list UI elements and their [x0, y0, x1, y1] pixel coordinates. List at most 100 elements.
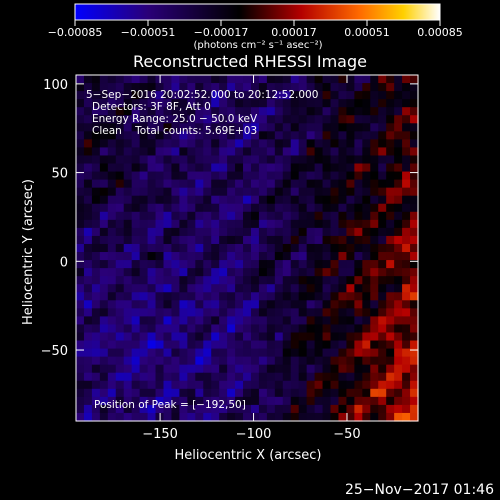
heatmap-cell	[282, 91, 292, 100]
heatmap-cell	[314, 91, 324, 100]
heatmap-cell	[394, 243, 403, 253]
heatmap-cell	[139, 348, 149, 358]
heatmap-cell	[354, 316, 363, 326]
heatmap-cell	[258, 131, 268, 140]
heatmap-cell	[298, 235, 308, 245]
heatmap-cell	[83, 107, 93, 116]
heatmap-cell	[227, 284, 236, 293]
heatmap-cell	[131, 396, 141, 406]
heatmap-cell	[235, 340, 244, 350]
heatmap-cell	[282, 171, 292, 181]
heatmap-cell	[131, 364, 141, 374]
heatmap-cell	[322, 139, 332, 149]
heatmap-cell	[314, 75, 324, 84]
heatmap-cell	[211, 404, 220, 414]
heatmap-cell	[219, 147, 228, 157]
heatmap-cell	[322, 211, 332, 221]
heatmap-cell	[378, 340, 387, 350]
heatmap-cell	[394, 260, 403, 269]
heatmap-cell	[139, 404, 149, 414]
heatmap-cell	[370, 99, 379, 108]
heatmap-cell	[76, 163, 85, 173]
heatmap-cell	[386, 404, 395, 414]
heatmap-cell	[266, 324, 276, 334]
heatmap-cell	[322, 316, 332, 326]
heatmap-cell	[147, 123, 157, 132]
heatmap-cell	[258, 292, 268, 301]
heatmap-cell	[227, 260, 236, 269]
heatmap-cell	[203, 380, 212, 390]
heatmap-cell	[378, 380, 387, 390]
heatmap-cell	[338, 99, 348, 108]
heatmap-cell	[76, 107, 85, 116]
heatmap-cell	[394, 308, 403, 317]
heatmap-cell	[219, 235, 228, 245]
heatmap-cell	[298, 131, 308, 140]
heatmap-cell	[195, 396, 204, 406]
heatmap-cell	[243, 147, 252, 157]
heatmap-cell	[203, 187, 212, 197]
heatmap-cell	[91, 348, 101, 358]
heatmap-cell	[171, 163, 180, 173]
heatmap-cell	[139, 308, 149, 317]
heatmap-cell	[131, 99, 141, 108]
heatmap-cell	[227, 91, 236, 100]
heatmap-cell	[235, 227, 244, 237]
heatmap-cell	[235, 380, 244, 390]
heatmap-cell	[410, 211, 419, 221]
heatmap-cell	[298, 171, 308, 181]
heatmap-cell	[179, 243, 188, 253]
heatmap-cell	[354, 276, 363, 285]
heatmap-cell	[330, 292, 340, 301]
heatmap-cell	[123, 340, 133, 350]
heatmap-cell	[394, 123, 403, 132]
heatmap-cell	[139, 195, 149, 205]
heatmap-cell	[187, 316, 196, 326]
heatmap-cell	[306, 332, 316, 342]
heatmap-cell	[386, 107, 395, 116]
heatmap-cell	[378, 163, 387, 173]
heatmap-cell	[99, 179, 109, 189]
heatmap-cell	[306, 227, 316, 237]
heatmap-cell	[219, 356, 228, 366]
heatmap-cell	[362, 340, 371, 350]
heatmap-cell	[235, 404, 244, 414]
heatmap-cell	[362, 252, 371, 261]
heatmap-cell	[314, 276, 324, 285]
heatmap-cell	[203, 147, 212, 157]
heatmap-cell	[179, 227, 188, 237]
heatmap-cell	[250, 340, 260, 350]
heatmap-cell	[266, 227, 276, 237]
heatmap-cell	[354, 252, 363, 261]
heatmap-cell	[227, 99, 236, 108]
heatmap-cell	[258, 356, 268, 366]
heatmap-cell	[107, 211, 117, 221]
heatmap-cell	[147, 219, 157, 229]
heatmap-cell	[179, 252, 188, 261]
heatmap-cell	[394, 131, 403, 140]
heatmap-cell	[187, 292, 196, 301]
heatmap-cell	[346, 396, 355, 406]
heatmap-cell	[227, 380, 236, 390]
heatmap-cell	[410, 179, 419, 189]
heatmap-cell	[338, 348, 348, 358]
heatmap-cell	[91, 187, 101, 197]
heatmap-cell	[322, 276, 332, 285]
heatmap-cell	[211, 147, 220, 157]
heatmap-cell	[274, 243, 284, 253]
heatmap-cell	[338, 83, 348, 92]
x-tick-label: −50	[333, 427, 360, 442]
heatmap-cell	[330, 404, 340, 414]
heatmap-cell	[394, 155, 403, 165]
heatmap-cell	[203, 139, 212, 149]
heatmap-cell	[139, 171, 149, 181]
heatmap-cell	[76, 356, 85, 366]
heatmap-cell	[330, 372, 340, 382]
heatmap-cell	[83, 260, 93, 269]
heatmap-cell	[306, 147, 316, 157]
heatmap-cell	[99, 243, 109, 253]
heatmap-cell	[282, 83, 292, 92]
heatmap-cell	[243, 171, 252, 181]
heatmap-cell	[306, 356, 316, 366]
